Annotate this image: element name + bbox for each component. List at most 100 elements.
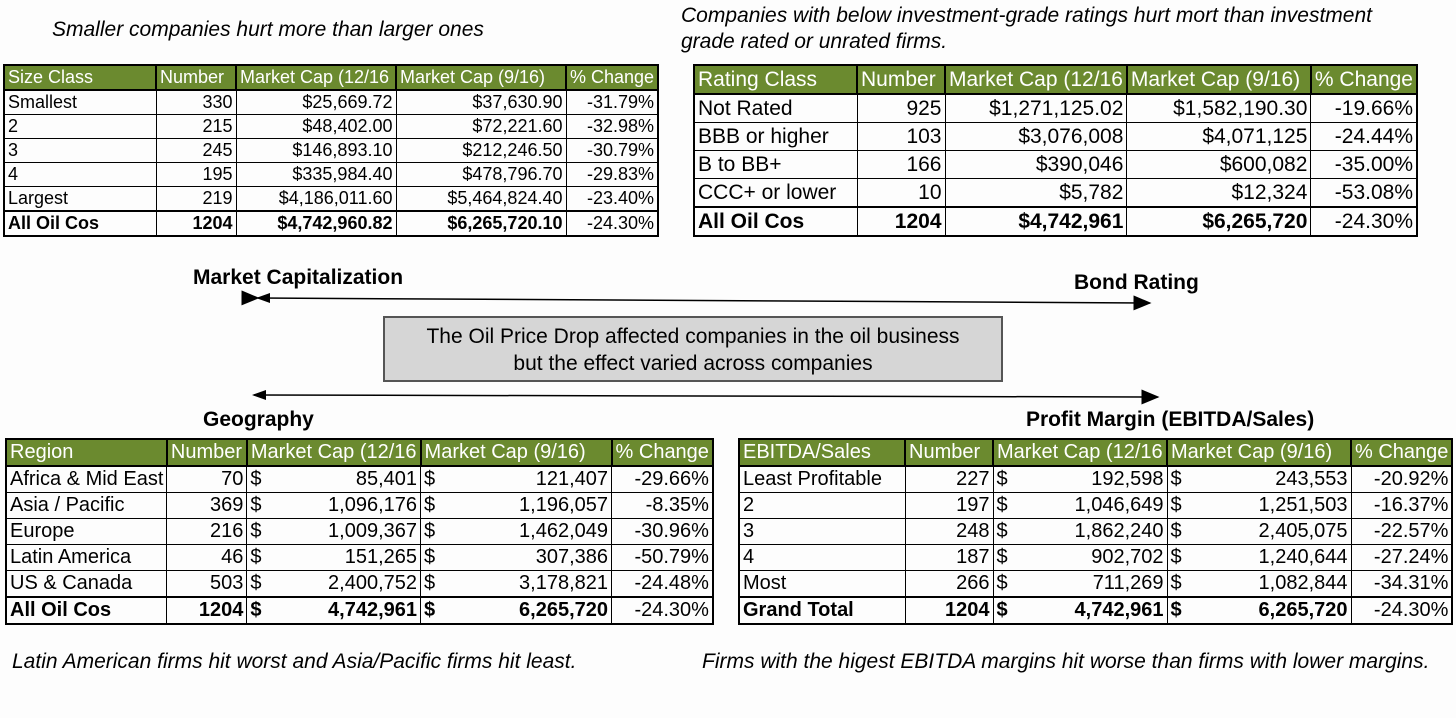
table-cell: 227 (904, 465, 994, 493)
table-cell: Not Rated (693, 93, 858, 123)
table-cell: Africa & Mid East (5, 465, 168, 493)
table-cell: $ (420, 570, 445, 598)
geography-label: Geography (203, 408, 314, 431)
table-cell: $146,893.10 (235, 138, 397, 163)
column-header: % Change (610, 438, 714, 467)
table-row: BBB or higher 103 $3,076,008 $4,071,125 -24.… (693, 122, 1418, 151)
table-row: Not Rated 925 $1,271,125.02 $1,582,190.30 -1… (693, 93, 1418, 123)
table-cell: -19.66% (1310, 93, 1418, 123)
market-cap-label: Market Capitalization (193, 266, 404, 289)
table-cell: $ (992, 518, 1017, 545)
top-double-arrow (241, 290, 1152, 311)
table-cell: 2,405,075 (1190, 518, 1352, 545)
summary-line-2: but the effect varied across companies (513, 352, 873, 375)
table-row: 4 187 $902,702 $1,240,644 -27.24% (738, 544, 1453, 571)
table-cell: 187 (904, 544, 994, 571)
table-cell: $478,796.70 (395, 162, 567, 187)
table-cell: 4,742,961 (1016, 596, 1168, 625)
table-cell: 1,240,644 (1190, 544, 1352, 571)
table-cell: $ (246, 492, 271, 519)
table-cell: $335,984.40 (235, 162, 397, 187)
table-cell: $ (992, 570, 1017, 598)
table-cell: Grand Total (738, 596, 906, 625)
table-cell: $6,265,720 (1126, 206, 1312, 237)
summary-line-1: The Oil Price Drop affected companies in… (426, 325, 960, 348)
table-cell: 219 (155, 186, 237, 212)
table-cell: -8.35% (611, 492, 714, 519)
table-cell: $5,782 (944, 178, 1128, 208)
table-row: 4 195 $335,984.40 $478,796.70 -29.83% (3, 162, 659, 187)
table-cell: -24.30% (1310, 206, 1418, 237)
table-cell: 1204 (904, 596, 994, 625)
table-cell: B to BB+ (693, 150, 858, 179)
table-cell: 3 (738, 518, 906, 545)
bottom-double-arrow (253, 389, 1160, 405)
column-header: Market Cap (9/16) (1125, 64, 1312, 95)
table-cell: $390,046 (944, 150, 1128, 179)
table-cell: 1,009,367 (270, 518, 422, 545)
bottom-left-arrowhead (252, 390, 266, 400)
table-cell: 1204 (856, 206, 946, 237)
table-cell: $ (246, 465, 271, 493)
column-header: Market Cap (12/16 (235, 64, 397, 91)
table-row: Europe 216 $1,009,367 $1,462,049 -30.96% (5, 518, 714, 545)
table-cell: $4,071,125 (1126, 122, 1312, 151)
header-row: Region Number Market Cap (12/16 Market Cap … (5, 438, 714, 467)
table-cell: 166 (856, 150, 946, 179)
table-cell: $72,221.60 (395, 114, 567, 139)
table-row: Latin America 46 $151,265 $307,386 -50.79% (5, 544, 714, 571)
table-cell: -23.40% (565, 186, 659, 212)
top-left-arrowhead (256, 293, 270, 303)
table-cell: 4 (738, 544, 906, 571)
table-cell: $6,265,720.10 (395, 210, 567, 237)
column-header: EBITDA/Sales (738, 438, 906, 467)
header-row: Rating Class Number Market Cap (12/16 Marke… (693, 64, 1419, 95)
table-cell: -34.31% (1350, 570, 1453, 598)
table-cell: -22.57% (1350, 518, 1453, 545)
table-cell: Most (738, 570, 906, 598)
table-cell: $4,186,011.60 (235, 186, 397, 212)
table-cell: 4,742,961 (270, 596, 422, 625)
summary-box: The Oil Price Drop affected companies in… (383, 316, 1003, 382)
table-cell: -24.30% (1350, 596, 1453, 625)
table-cell: CCC+ or lower (693, 178, 858, 208)
column-header: Number (904, 438, 994, 467)
table-cell: 46 (166, 544, 248, 571)
table-cell: Least Profitable (738, 465, 906, 493)
table-cell: 6,265,720 (1190, 596, 1352, 625)
table-cell: 197 (904, 492, 994, 519)
header-row: Size Class Number Market Cap (12/16 Market … (3, 64, 660, 91)
table-row: 3 245 $146,893.10 $212,246.50 -30.79% (3, 138, 659, 163)
table-cell: 121,407 (444, 465, 613, 493)
table-cell: $4,742,960.82 (235, 210, 397, 237)
table-cell: 245 (155, 138, 237, 163)
table-cell: $ (420, 518, 445, 545)
table-cell: $ (992, 544, 1017, 571)
column-header: Size Class (3, 64, 157, 91)
column-header: % Change (564, 64, 660, 91)
table-cell: $ (246, 518, 271, 545)
table-cell: Asia / Pacific (5, 492, 168, 519)
column-header: Market Cap (12/16 (944, 64, 1128, 95)
table-cell: 195 (155, 162, 237, 187)
table-cell: BBB or higher (693, 122, 858, 151)
table-cell: -24.44% (1310, 122, 1418, 151)
table-cell: $25,669.72 (235, 89, 397, 115)
table-cell: 503 (166, 570, 248, 598)
table-cell: Largest (3, 186, 157, 212)
table-cell: $ (246, 544, 271, 571)
table-row: Least Profitable 227 $192,598 $243,553 -20.9… (738, 465, 1453, 493)
table-cell: 2,400,752 (270, 570, 422, 598)
column-header: Market Cap (9/16) (1166, 438, 1352, 467)
table-cell: 1204 (166, 596, 248, 625)
table-cell: 266 (904, 570, 994, 598)
table-cell: $ (420, 544, 445, 571)
rating-class-table: Rating Class Number Market Cap (12/16 Marke… (693, 64, 1419, 237)
table-cell: All Oil Cos (693, 206, 858, 237)
table-cell: -24.30% (611, 596, 714, 625)
table-cell: 1,082,844 (1190, 570, 1352, 598)
table-cell: 4 (3, 162, 157, 187)
table-cell: -20.92% (1350, 465, 1453, 493)
table-cell: 330 (155, 89, 237, 115)
table-cell: 2 (3, 114, 157, 139)
